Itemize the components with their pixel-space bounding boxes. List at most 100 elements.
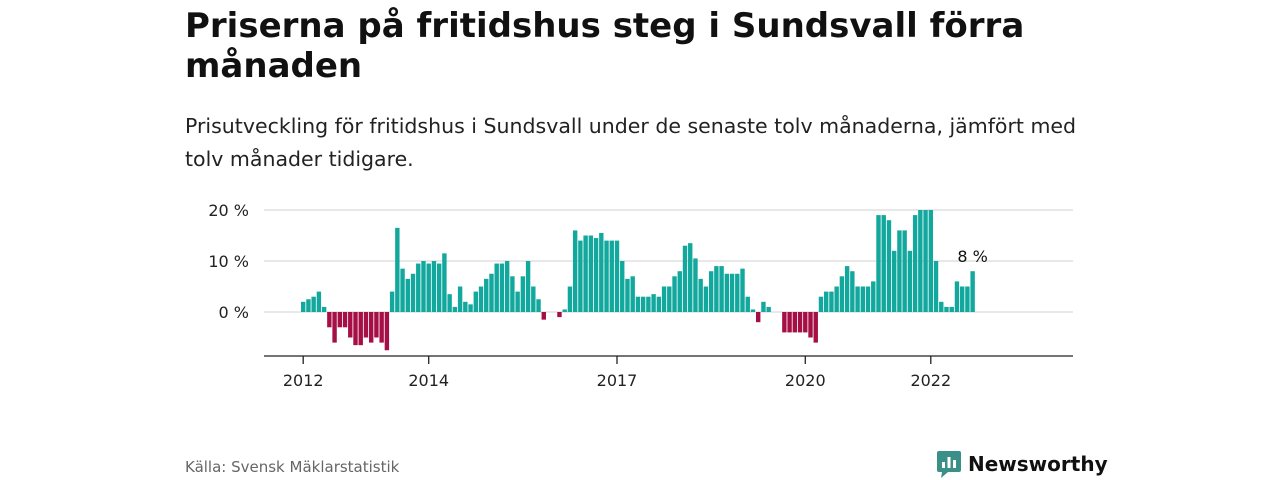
bar [855,286,860,312]
bar [484,278,489,312]
bar [447,294,452,312]
bars [301,210,975,351]
x-tick-label: 2012 [283,371,324,390]
bar [431,261,437,312]
bar [745,296,750,312]
bar [510,276,515,312]
bar [620,261,625,312]
bar [452,306,458,312]
bar [667,286,672,312]
bar [693,258,698,312]
bar [442,253,447,312]
bar [891,250,897,312]
bar [719,266,724,312]
bar [400,268,405,312]
bar [902,230,907,312]
bar [416,263,421,312]
bar [850,271,855,312]
bar [583,235,588,312]
chart-title: Priserna på fritidshus steg i Sundsvall … [185,6,1025,86]
bar [316,291,322,312]
bar [844,266,850,312]
bar [824,291,829,312]
y-tick-label: 10 % [208,252,249,271]
bar [436,263,442,312]
bar [578,240,583,312]
bar [494,263,499,312]
bar [321,306,327,312]
bar [301,301,306,312]
bar [489,273,494,312]
bar [782,312,787,333]
last-value-annotation: 8 % [957,247,987,266]
bar [756,312,761,323]
bar [426,263,431,312]
bar [473,291,478,312]
bar [389,291,395,312]
y-tick-label: 0 % [219,303,249,322]
bar [348,312,353,338]
bar [651,294,656,312]
bar [520,276,526,312]
bar [813,312,818,343]
bar [897,230,902,312]
bar [368,312,374,343]
bar [918,210,923,312]
bar [677,271,682,312]
bar [740,268,745,312]
bar [750,309,756,312]
bar [646,296,651,312]
bar [871,281,876,312]
bar [703,286,709,312]
bar [939,301,944,312]
bar [515,291,520,312]
bar [405,278,410,312]
bar [682,245,688,312]
bar [457,286,463,312]
bar [949,306,954,312]
bar [525,261,531,312]
bar [792,312,798,333]
bar [797,312,803,333]
bar [688,243,693,312]
bar [306,299,311,312]
bar [384,312,390,351]
bar [860,286,866,312]
bar [886,220,892,312]
bar [839,276,845,312]
bar [588,235,594,312]
x-tick-label: 2022 [910,371,951,390]
bar [531,286,536,312]
bar [954,281,960,312]
x-tick-label: 2017 [597,371,638,390]
bar [604,240,609,312]
bar [353,312,358,346]
bar [478,286,484,312]
bar [928,210,933,312]
x-axis [264,355,1073,364]
newsworthy-logo-text: Newsworthy [968,452,1108,476]
bar [933,261,939,312]
bar-chart: 20 % 10 % 0 % 2012 2014 2017 2020 2022 8 % [208,201,1073,390]
bar [907,250,913,312]
bar [625,278,630,312]
chart-subtitle: Prisutveckling för fritidshus i Sundsval… [185,114,1077,171]
bar [332,312,337,343]
bar [912,215,918,312]
bar [661,286,667,312]
bar [379,312,384,343]
bar [808,312,813,338]
bar [656,296,662,312]
x-tick-label: 2014 [408,371,449,390]
bar [876,215,881,312]
bar [672,276,677,312]
bar [965,286,970,312]
bar [803,312,808,333]
bar [593,238,599,312]
bar [635,296,641,312]
bar [881,215,886,312]
bar [970,271,975,312]
source-note: Källa: Svensk Mäklarstatistik [185,458,400,476]
bar [363,312,369,338]
bar [468,304,473,312]
